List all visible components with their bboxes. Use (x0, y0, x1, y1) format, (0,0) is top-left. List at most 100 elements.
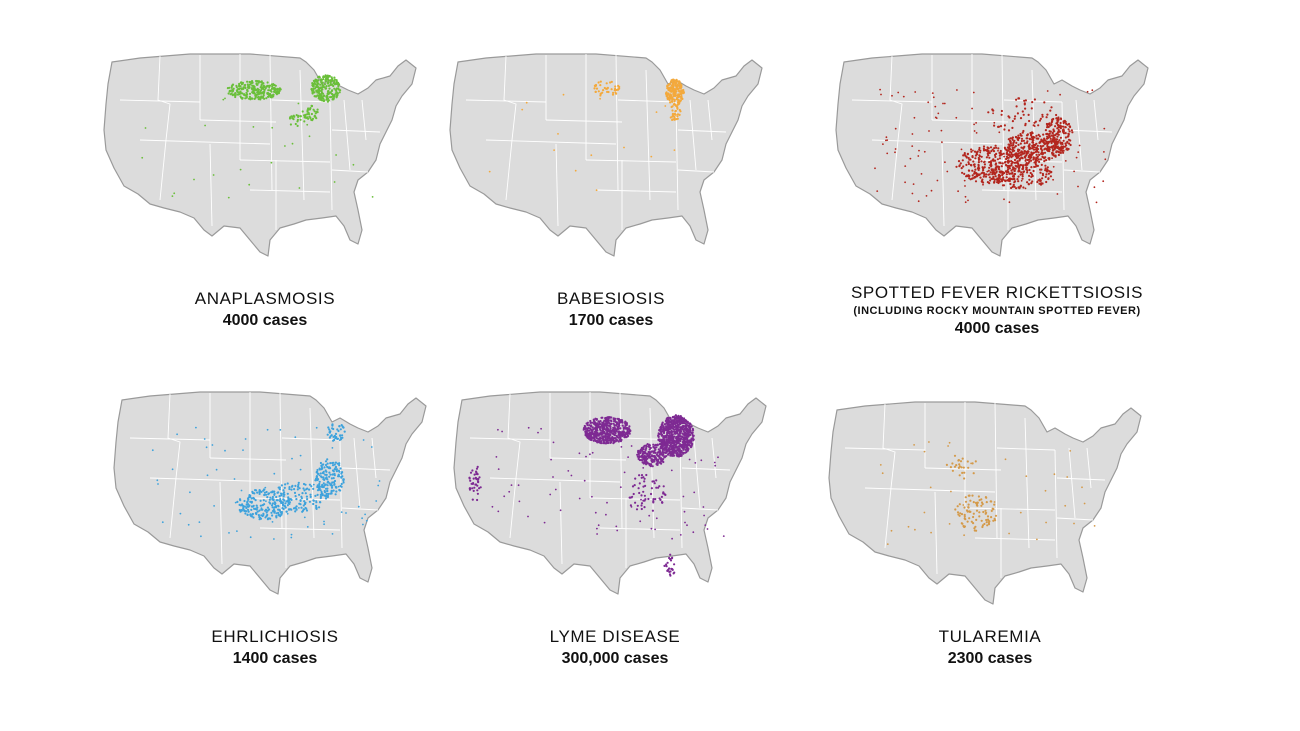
case-dot (914, 528, 916, 531)
case-dot (1022, 186, 1025, 189)
case-dot (1055, 113, 1058, 117)
case-dot (1031, 101, 1034, 104)
state-border (299, 69, 305, 201)
case-dot (981, 524, 984, 527)
state-border (981, 189, 1063, 193)
case-dot (979, 151, 982, 154)
case-dot (1005, 157, 1008, 161)
case-dot (1063, 145, 1067, 148)
case-dot (978, 167, 981, 170)
case-dot (669, 454, 673, 457)
case-dot (652, 480, 655, 483)
case-dot (1056, 150, 1059, 153)
case-dot (673, 149, 676, 151)
case-dot (280, 510, 283, 514)
case-dot (978, 515, 981, 518)
case-dot (273, 506, 276, 509)
case-dot (340, 475, 343, 478)
case-dot (475, 477, 478, 480)
case-dot (330, 486, 334, 489)
case-dot (642, 499, 645, 502)
case-dot (312, 499, 315, 502)
case-dot (319, 83, 322, 86)
case-dot (662, 444, 666, 447)
case-dot (1056, 193, 1059, 195)
case-dot (968, 494, 971, 497)
case-dot (653, 482, 656, 485)
case-dot (325, 87, 328, 90)
case-dot (599, 84, 602, 87)
case-dot (596, 533, 598, 535)
case-dot (591, 495, 593, 498)
case-dot (662, 438, 665, 441)
case-dot (589, 435, 592, 438)
case-dot (1015, 141, 1018, 144)
case-dot (1035, 146, 1038, 149)
case-dot (257, 95, 260, 98)
case-dot (469, 479, 472, 482)
case-dot (686, 443, 690, 446)
case-dot (653, 458, 656, 461)
case-dot (669, 94, 673, 97)
case-dot (1041, 115, 1044, 118)
case-dot (657, 448, 660, 451)
case-dot (1064, 160, 1067, 162)
case-dot (1047, 141, 1050, 144)
case-dot (886, 543, 889, 545)
case-dot (970, 520, 973, 523)
case-dot (614, 440, 617, 443)
case-dot (318, 485, 321, 488)
case-dot (327, 79, 330, 82)
case-dot (1015, 105, 1018, 108)
case-dot (1043, 151, 1047, 154)
case-dot (298, 493, 301, 496)
case-dot (200, 535, 202, 538)
state-border (331, 129, 381, 133)
case-dot (471, 487, 474, 490)
case-dot (1041, 151, 1044, 155)
case-dot (961, 471, 964, 474)
case-dot (262, 499, 265, 502)
case-dot (497, 428, 499, 431)
case-dot (680, 435, 683, 438)
case-dot (1059, 141, 1062, 144)
map-caption: LYME DISEASE 300,000 cases (410, 626, 820, 670)
case-dot (973, 123, 975, 126)
case-dot (326, 495, 329, 498)
case-dot (311, 89, 314, 92)
case-dot (984, 512, 987, 515)
case-dot (677, 441, 680, 444)
disease-title: SPOTTED FEVER RICKETTSIOSIS (850, 283, 1144, 302)
case-dot (997, 167, 1000, 170)
case-dot (647, 450, 650, 454)
case-dot (570, 474, 573, 477)
state-border (339, 439, 343, 549)
case-dot (614, 417, 617, 420)
case-dot (962, 165, 965, 168)
case-dot (1041, 177, 1044, 180)
case-dot (303, 489, 306, 492)
case-dot (1019, 173, 1022, 176)
case-dot (236, 530, 238, 532)
case-dot (1028, 137, 1031, 140)
case-dot (1017, 180, 1020, 183)
case-dot (913, 444, 915, 446)
case-dot (660, 428, 663, 431)
case-dot (212, 174, 215, 176)
case-dot (685, 446, 688, 450)
case-dot (617, 430, 620, 433)
case-dot (674, 428, 677, 431)
case-dot (650, 487, 653, 490)
case-dot (1066, 476, 1069, 478)
case-dot (587, 426, 590, 429)
case-dot (1033, 161, 1036, 164)
case-dot (655, 517, 658, 520)
case-dot (1033, 98, 1036, 101)
case-dot (244, 512, 247, 515)
case-dot (252, 126, 255, 128)
case-dot (283, 499, 286, 502)
case-dot (1015, 155, 1018, 158)
case-dot (969, 178, 972, 181)
case-dot (679, 419, 682, 422)
case-dot (1009, 172, 1012, 175)
